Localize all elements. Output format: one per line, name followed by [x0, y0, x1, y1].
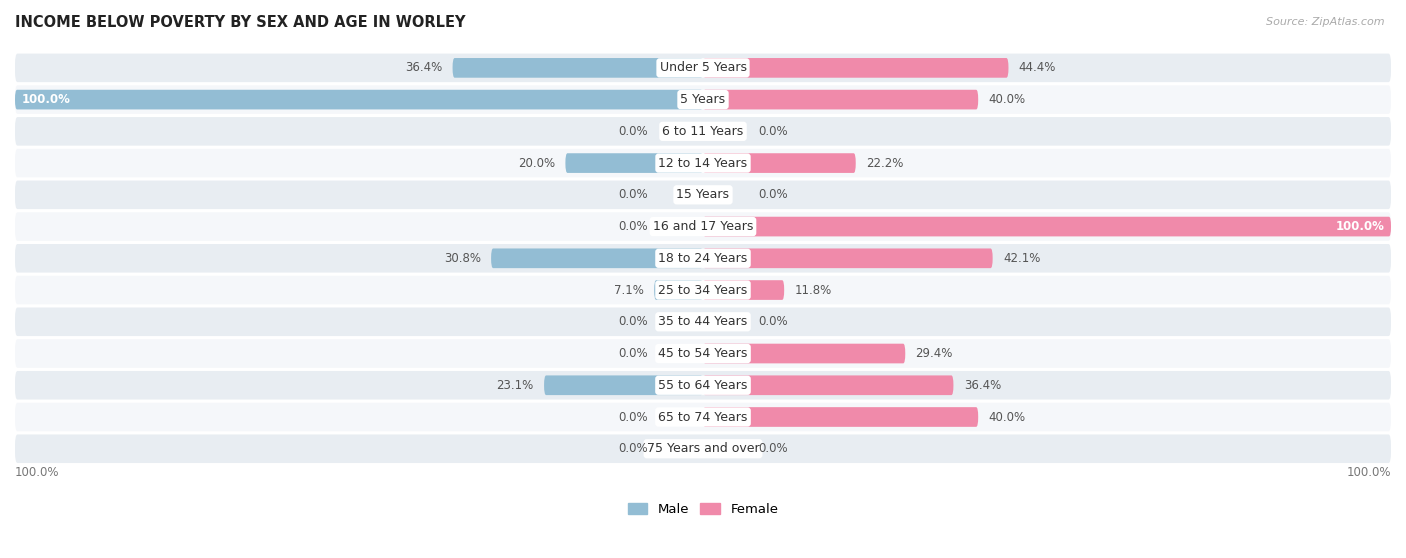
- Text: 12 to 14 Years: 12 to 14 Years: [658, 157, 748, 170]
- Text: 45 to 54 Years: 45 to 54 Years: [658, 347, 748, 360]
- Text: 42.1%: 42.1%: [1002, 252, 1040, 265]
- FancyBboxPatch shape: [15, 435, 1391, 463]
- FancyBboxPatch shape: [703, 344, 905, 363]
- Text: 0.0%: 0.0%: [619, 442, 648, 455]
- Text: Under 5 Years: Under 5 Years: [659, 61, 747, 74]
- Text: 20.0%: 20.0%: [517, 157, 555, 170]
- Text: 36.4%: 36.4%: [963, 379, 1001, 392]
- Text: 0.0%: 0.0%: [758, 188, 787, 201]
- Text: 100.0%: 100.0%: [1336, 220, 1384, 233]
- FancyBboxPatch shape: [15, 54, 1391, 82]
- FancyBboxPatch shape: [15, 181, 1391, 209]
- Text: 30.8%: 30.8%: [444, 252, 481, 265]
- FancyBboxPatch shape: [703, 153, 856, 173]
- Legend: Male, Female: Male, Female: [623, 497, 783, 521]
- Text: 0.0%: 0.0%: [619, 411, 648, 424]
- FancyBboxPatch shape: [15, 212, 1391, 241]
- FancyBboxPatch shape: [15, 371, 1391, 400]
- FancyBboxPatch shape: [15, 339, 1391, 368]
- Text: 35 to 44 Years: 35 to 44 Years: [658, 315, 748, 328]
- FancyBboxPatch shape: [15, 90, 703, 109]
- Text: 40.0%: 40.0%: [988, 93, 1025, 106]
- FancyBboxPatch shape: [15, 276, 1391, 304]
- Text: 11.8%: 11.8%: [794, 283, 832, 296]
- Text: 0.0%: 0.0%: [758, 442, 787, 455]
- FancyBboxPatch shape: [15, 307, 1391, 336]
- FancyBboxPatch shape: [703, 280, 785, 300]
- Text: 7.1%: 7.1%: [614, 283, 644, 296]
- FancyBboxPatch shape: [565, 153, 703, 173]
- Text: 44.4%: 44.4%: [1019, 61, 1056, 74]
- Text: 0.0%: 0.0%: [619, 347, 648, 360]
- Text: 100.0%: 100.0%: [22, 93, 70, 106]
- Text: 16 and 17 Years: 16 and 17 Years: [652, 220, 754, 233]
- Text: 36.4%: 36.4%: [405, 61, 443, 74]
- FancyBboxPatch shape: [703, 58, 1008, 78]
- Text: 55 to 64 Years: 55 to 64 Years: [658, 379, 748, 392]
- FancyBboxPatch shape: [703, 217, 1391, 237]
- FancyBboxPatch shape: [15, 117, 1391, 146]
- Text: 100.0%: 100.0%: [15, 466, 59, 479]
- Text: 5 Years: 5 Years: [681, 93, 725, 106]
- FancyBboxPatch shape: [703, 376, 953, 395]
- Text: 15 Years: 15 Years: [676, 188, 730, 201]
- Text: 0.0%: 0.0%: [758, 315, 787, 328]
- Text: 22.2%: 22.2%: [866, 157, 904, 170]
- Text: 40.0%: 40.0%: [988, 411, 1025, 424]
- FancyBboxPatch shape: [15, 85, 1391, 114]
- FancyBboxPatch shape: [453, 58, 703, 78]
- Text: 18 to 24 Years: 18 to 24 Years: [658, 252, 748, 265]
- Text: 0.0%: 0.0%: [619, 220, 648, 233]
- FancyBboxPatch shape: [491, 248, 703, 268]
- Text: 0.0%: 0.0%: [619, 125, 648, 138]
- FancyBboxPatch shape: [703, 90, 979, 109]
- Text: 65 to 74 Years: 65 to 74 Years: [658, 411, 748, 424]
- Text: INCOME BELOW POVERTY BY SEX AND AGE IN WORLEY: INCOME BELOW POVERTY BY SEX AND AGE IN W…: [15, 15, 465, 30]
- Text: 23.1%: 23.1%: [496, 379, 534, 392]
- Text: 25 to 34 Years: 25 to 34 Years: [658, 283, 748, 296]
- FancyBboxPatch shape: [654, 280, 703, 300]
- FancyBboxPatch shape: [703, 407, 979, 427]
- Text: 0.0%: 0.0%: [619, 315, 648, 328]
- Text: 29.4%: 29.4%: [915, 347, 953, 360]
- Text: 6 to 11 Years: 6 to 11 Years: [662, 125, 744, 138]
- FancyBboxPatch shape: [15, 244, 1391, 273]
- Text: Source: ZipAtlas.com: Source: ZipAtlas.com: [1267, 17, 1385, 27]
- FancyBboxPatch shape: [15, 149, 1391, 177]
- FancyBboxPatch shape: [703, 248, 993, 268]
- Text: 75 Years and over: 75 Years and over: [647, 442, 759, 455]
- FancyBboxPatch shape: [544, 376, 703, 395]
- Text: 0.0%: 0.0%: [619, 188, 648, 201]
- Text: 0.0%: 0.0%: [758, 125, 787, 138]
- FancyBboxPatch shape: [15, 403, 1391, 431]
- Text: 100.0%: 100.0%: [1347, 466, 1391, 479]
